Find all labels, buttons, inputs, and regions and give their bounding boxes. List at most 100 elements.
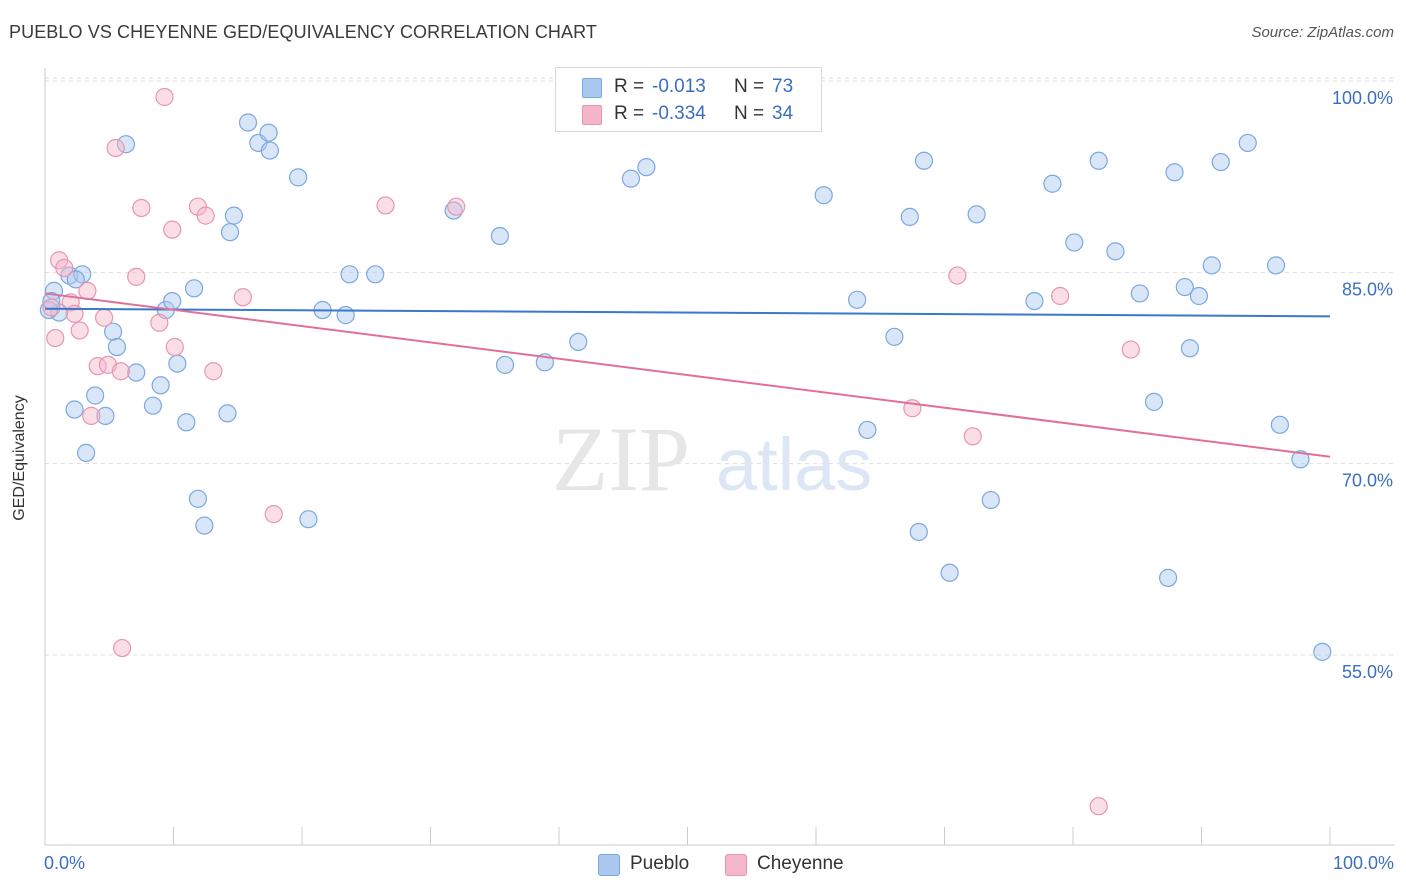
pueblo-point	[1238, 133, 1257, 153]
pueblo-swatch	[598, 854, 620, 876]
pueblo-point	[127, 363, 146, 382]
pueblo-point	[188, 489, 208, 508]
pueblo-point	[1175, 277, 1194, 297]
pueblo-point	[366, 265, 385, 284]
cheyenne-point	[82, 406, 101, 425]
pueblo-point	[900, 207, 919, 227]
legend-label-cheyenne: Cheyenne	[757, 853, 844, 874]
pueblo-point	[289, 168, 308, 187]
pueblo-point	[259, 123, 278, 142]
cheyenne-point	[111, 362, 130, 381]
pueblo-point	[177, 413, 196, 432]
pueblo-point	[336, 306, 355, 325]
pueblo-r-value: -0.013	[652, 76, 706, 97]
pueblo-point	[940, 563, 959, 582]
pueblo-point	[1189, 286, 1209, 306]
y-tick-label: 100.0%	[1332, 88, 1393, 108]
n-label: N =	[734, 76, 765, 97]
pueblo-point	[66, 270, 85, 289]
pueblo-point	[1106, 242, 1125, 261]
pueblo-point	[195, 516, 214, 535]
cheyenne-trend-line	[44, 292, 1331, 458]
watermark: ZIP atlas	[552, 408, 872, 510]
r-label: R =	[614, 103, 645, 124]
pueblo-point	[260, 141, 279, 160]
cheyenne-points	[42, 87, 1140, 816]
trend-lines	[44, 292, 1331, 458]
pueblo-points	[39, 113, 1332, 661]
cheyenne-point	[127, 267, 146, 286]
cheyenne-point	[376, 196, 395, 215]
legend-label-pueblo: Pueblo	[630, 853, 690, 874]
pueblo-point	[1025, 291, 1044, 311]
cheyenne-point	[95, 308, 114, 327]
pueblo-point	[569, 332, 588, 352]
pueblo-point	[116, 135, 136, 154]
pueblo-point	[1180, 339, 1200, 358]
cheyenne-n-value: 34	[772, 103, 794, 124]
cheyenne-point	[233, 288, 252, 307]
pueblo-point	[151, 376, 170, 395]
cheyenne-swatch	[725, 854, 747, 876]
pueblo-swatch	[582, 78, 602, 98]
pueblo-point	[1202, 256, 1221, 275]
pueblo-point	[914, 151, 934, 170]
n-label: N =	[734, 103, 765, 124]
y-tick-label: 85.0%	[1342, 279, 1393, 299]
y-tick-label: 55.0%	[1342, 662, 1393, 682]
cheyenne-point	[46, 328, 65, 348]
pueblo-point	[885, 327, 904, 346]
pueblo-point	[1270, 415, 1289, 434]
cheyenne-point	[150, 313, 169, 332]
cheyenne-point	[963, 427, 982, 446]
pueblo-point	[340, 265, 359, 284]
watermark-zip: ZIP	[552, 408, 690, 510]
pueblo-trend-line	[44, 307, 1331, 318]
pueblo-point	[1211, 152, 1230, 172]
pueblo-point	[107, 337, 127, 357]
pueblo-point	[1266, 256, 1286, 275]
cheyenne-swatch	[582, 105, 602, 125]
pueblo-point	[1065, 233, 1084, 252]
axes	[44, 68, 1395, 846]
pueblo-point	[1313, 642, 1332, 661]
cheyenne-point	[204, 362, 223, 381]
pueblo-point	[224, 206, 243, 225]
pueblo-point	[96, 406, 115, 425]
pueblo-point	[495, 355, 515, 374]
cheyenne-point	[948, 266, 967, 285]
cheyenne-point	[1089, 797, 1108, 816]
pueblo-point	[490, 226, 509, 246]
source-credit: Source: ZipAtlas.com	[1251, 24, 1394, 41]
cheyenne-point	[163, 220, 182, 239]
x-tick-max: 100.0%	[1332, 853, 1394, 873]
pueblo-point	[1130, 284, 1149, 303]
pueblo-point	[621, 169, 641, 188]
pueblo-n-value: 73	[772, 76, 794, 97]
cheyenne-point	[196, 206, 215, 225]
pueblo-point	[220, 223, 240, 242]
cheyenne-point	[1051, 286, 1070, 306]
watermark-atlas: atlas	[716, 423, 872, 506]
pueblo-point	[168, 354, 187, 373]
pueblo-point	[967, 205, 986, 224]
cheyenne-point	[106, 138, 125, 158]
pueblo-point	[858, 420, 877, 440]
r-label: R =	[614, 76, 645, 97]
pueblo-point	[814, 186, 833, 205]
cheyenne-point	[155, 87, 174, 107]
pueblo-point	[163, 291, 182, 311]
pueblo-point	[848, 290, 867, 309]
pueblo-point	[1291, 450, 1310, 469]
cheyenne-point	[132, 198, 151, 218]
pueblo-point	[299, 510, 318, 529]
cheyenne-point	[165, 337, 184, 357]
cheyenne-point	[78, 281, 97, 300]
x-tick-min: 0.0%	[44, 853, 86, 873]
gridlines	[45, 77, 1395, 656]
pueblo-point	[981, 490, 1000, 510]
pueblo-point	[637, 158, 656, 177]
y-tick-label: 70.0%	[1342, 471, 1393, 491]
cheyenne-point	[112, 638, 132, 658]
